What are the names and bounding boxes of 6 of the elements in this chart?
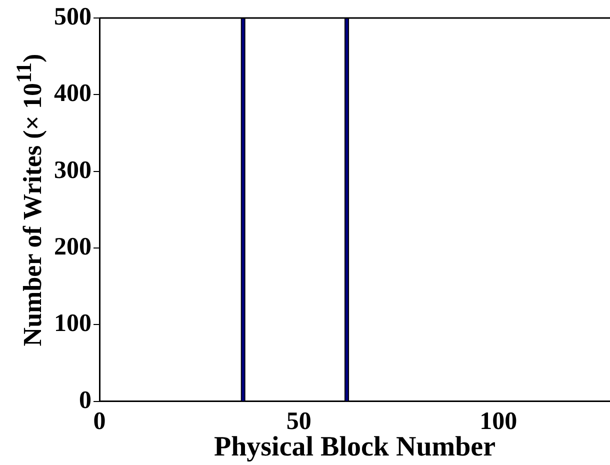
y-tick-label: 300 <box>54 156 92 184</box>
y-tick-label: 200 <box>54 233 92 260</box>
y-tick-label: 500 <box>54 3 92 30</box>
y-tick-label: 100 <box>54 310 92 338</box>
y-tick-label: 0 <box>79 386 92 414</box>
y-tick-label: 400 <box>54 80 92 108</box>
